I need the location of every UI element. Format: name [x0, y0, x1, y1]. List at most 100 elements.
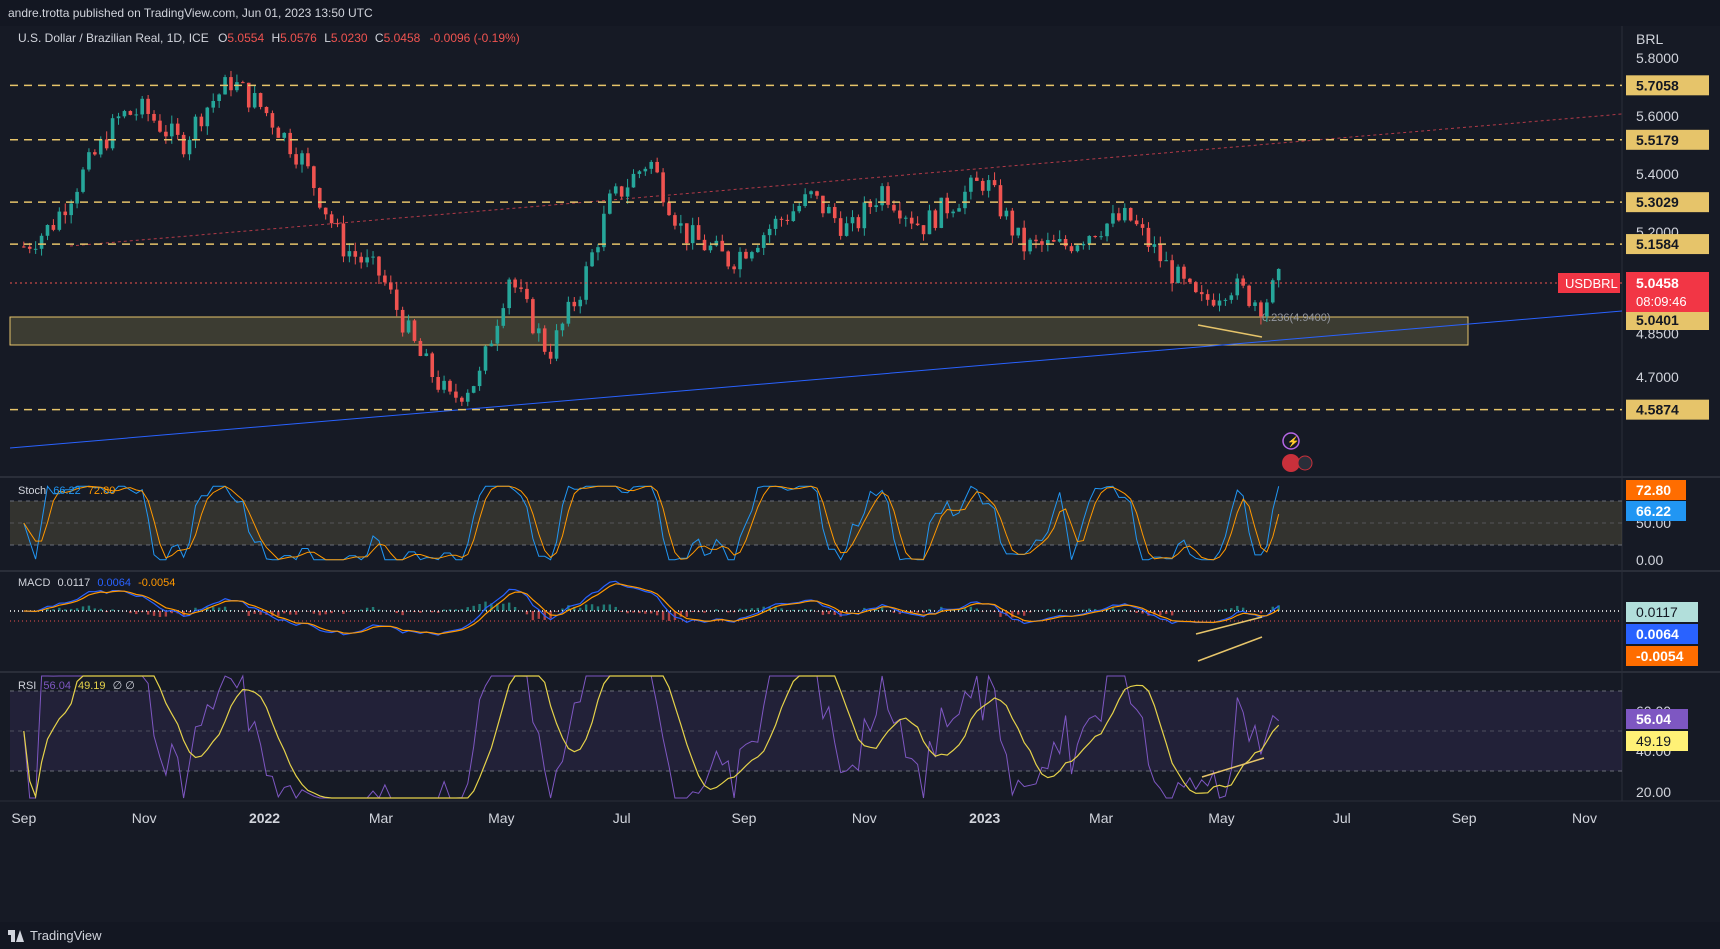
stoch-k-tag: [1626, 501, 1686, 521]
rising-trendline[interactable]: [9, 310, 1623, 449]
candle: [394, 281, 399, 317]
macd-bar: [158, 611, 162, 617]
candle: [590, 248, 594, 268]
macd-bar: [466, 607, 469, 611]
candle: [1087, 235, 1092, 250]
candle: [454, 383, 458, 403]
candle: [87, 148, 91, 172]
macd-bar: [1194, 611, 1198, 612]
macd-bar: [259, 611, 262, 615]
symbol-tag-text: USDBRL: [1565, 276, 1618, 291]
candle: [1205, 289, 1210, 306]
macd-bar: [312, 611, 316, 614]
macd-tag-text: 0.0117: [1636, 604, 1678, 620]
candle: [152, 110, 156, 123]
rsi-ma-line: [23, 675, 1280, 799]
publisher-bar: andre.trotta published on TradingView.co…: [0, 0, 1720, 26]
macd-bar: [58, 607, 61, 611]
macd-bar: [288, 611, 292, 615]
candle: [1140, 217, 1145, 236]
candle: [1158, 236, 1163, 268]
macd-divergence-upper[interactable]: [1195, 616, 1263, 635]
candle: [1229, 292, 1234, 304]
candle: [1016, 227, 1021, 239]
macd-tag: [1626, 602, 1698, 622]
levels-layer: [10, 84, 1622, 411]
macd-signal-tag: [1626, 624, 1698, 644]
candle: [1241, 275, 1245, 289]
candle: [945, 192, 950, 219]
candle: [1247, 284, 1251, 308]
macd-bar: [1058, 608, 1061, 611]
candle: [1276, 268, 1281, 288]
time-axis[interactable]: Sep Nov 2022 Mar May Jul Sep Nov 2023 Mar May Jul Se…: [11, 810, 1597, 826]
macd-bar: [1271, 606, 1274, 611]
lightning-icon[interactable]: [1282, 432, 1300, 450]
candle: [1063, 235, 1068, 250]
chart-svg[interactable]: 0.236(4.9400) ⚡ BRL 5.80005.60005.40005.…: [0, 26, 1720, 922]
candle: [175, 118, 180, 140]
candle: [347, 243, 352, 263]
macd-bar: [69, 608, 73, 611]
candle: [1134, 214, 1139, 226]
candle: [1253, 300, 1257, 312]
macd-bar: [602, 604, 606, 611]
last-price-tag: [1626, 272, 1709, 312]
stoch-band: [10, 501, 1622, 545]
legend-high: 5.0576: [280, 31, 317, 45]
us-flag-icon[interactable]: [1282, 454, 1300, 472]
price-divergence-line[interactable]: [1197, 324, 1263, 338]
time-tick: May: [488, 810, 514, 826]
level-tag: [1626, 129, 1709, 150]
macd-bar: [1111, 607, 1115, 611]
macd-divergence-lower[interactable]: [1197, 636, 1263, 662]
rsi-divergence-line[interactable]: [1201, 757, 1265, 778]
fib-zone[interactable]: [9, 316, 1469, 346]
stoch-d-tag-text: 72.80: [1636, 482, 1671, 498]
candle: [193, 114, 198, 149]
candle: [844, 216, 849, 237]
candle: [791, 203, 796, 222]
upper-channel-line[interactable]: [69, 113, 1623, 247]
macd-bar: [833, 611, 836, 615]
tradingview-logo-icon: [8, 929, 24, 942]
candle: [69, 199, 73, 224]
macd-bar: [223, 606, 227, 611]
macd-bar: [969, 606, 973, 611]
candle: [673, 212, 677, 230]
candle: [1040, 238, 1044, 252]
macd-bar: [880, 607, 884, 611]
macd-bar: [644, 611, 647, 614]
candle: [341, 215, 346, 263]
candle: [750, 250, 754, 262]
macd-bar: [472, 605, 475, 611]
candle: [329, 211, 334, 228]
legend-change: -0.0096 (-0.19%): [430, 31, 520, 45]
macd-bar: [277, 611, 280, 616]
legend-low: 5.0230: [331, 31, 368, 45]
macd-bar: [342, 611, 345, 614]
macd-bar: [1182, 611, 1186, 612]
candle: [572, 297, 577, 312]
candle: [933, 208, 938, 231]
macd-hist-tag-text: -0.0054: [1636, 648, 1684, 664]
macd-bar: [360, 609, 363, 611]
candle: [104, 131, 109, 151]
macd-bar: [845, 611, 848, 614]
candle: [217, 93, 221, 108]
legend-o-label: O: [218, 31, 227, 45]
macd-bar: [448, 609, 452, 611]
macd-bar: [294, 611, 298, 615]
macd-bar: [726, 611, 730, 613]
macd-bar: [365, 607, 369, 611]
level-tags: 5.7058 5.5179 5.3029 5.1584 4.5874: [1626, 75, 1709, 420]
candle: [714, 235, 719, 247]
macd-bar: [46, 607, 49, 611]
event-badge-icon[interactable]: [1297, 455, 1313, 471]
candle: [566, 296, 571, 327]
candle: [1057, 230, 1062, 243]
candle: [667, 197, 671, 216]
tradingview-logo[interactable]: TradingView: [8, 928, 102, 943]
chart-area[interactable]: 0.236(4.9400) ⚡ BRL 5.8000 5.6000 5.4000 5.…: [0, 26, 1720, 922]
macd-bar: [904, 611, 907, 614]
